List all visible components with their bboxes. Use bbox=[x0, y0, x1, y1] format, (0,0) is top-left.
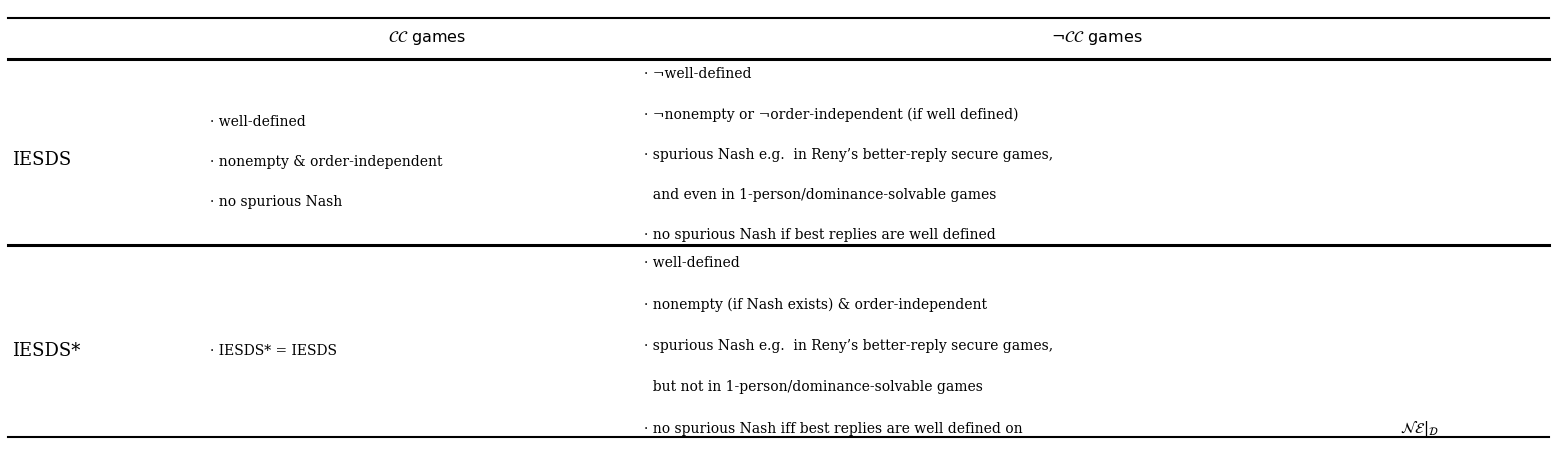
Text: $\neg\mathcal{CC}$ games: $\neg\mathcal{CC}$ games bbox=[1051, 29, 1142, 47]
Text: · IESDS* = IESDS: · IESDS* = IESDS bbox=[210, 344, 337, 358]
Text: · no spurious Nash: · no spurious Nash bbox=[210, 195, 341, 210]
Text: $\mathcal{NE}|_\mathcal{D}$: $\mathcal{NE}|_\mathcal{D}$ bbox=[1400, 419, 1439, 439]
Text: · no spurious Nash iff best replies are well defined on: · no spurious Nash iff best replies are … bbox=[644, 422, 1027, 436]
Text: · nonempty & order-independent: · nonempty & order-independent bbox=[210, 155, 442, 169]
Text: and even in 1-person/dominance-solvable games: and even in 1-person/dominance-solvable … bbox=[644, 188, 996, 202]
Text: · no spurious Nash if best replies are well defined: · no spurious Nash if best replies are w… bbox=[644, 228, 996, 243]
Text: · ¬nonempty or ¬order-independent (if well defined): · ¬nonempty or ¬order-independent (if we… bbox=[644, 108, 1018, 122]
Text: · spurious Nash e.g.  in Reny’s better-reply secure games,: · spurious Nash e.g. in Reny’s better-re… bbox=[644, 148, 1054, 162]
Text: but not in 1-person/dominance-solvable games: but not in 1-person/dominance-solvable g… bbox=[644, 380, 982, 395]
Text: · spurious Nash e.g.  in Reny’s better-reply secure games,: · spurious Nash e.g. in Reny’s better-re… bbox=[644, 339, 1054, 353]
Text: · well-defined: · well-defined bbox=[644, 256, 740, 270]
Text: · ¬well-defined: · ¬well-defined bbox=[644, 67, 751, 81]
Text: IESDS: IESDS bbox=[12, 151, 71, 169]
Text: · well-defined: · well-defined bbox=[210, 114, 306, 129]
Text: IESDS*: IESDS* bbox=[12, 342, 81, 360]
Text: · nonempty (if Nash exists) & order-independent: · nonempty (if Nash exists) & order-inde… bbox=[644, 297, 987, 312]
Text: $\mathcal{CC}$ games: $\mathcal{CC}$ games bbox=[388, 29, 466, 47]
